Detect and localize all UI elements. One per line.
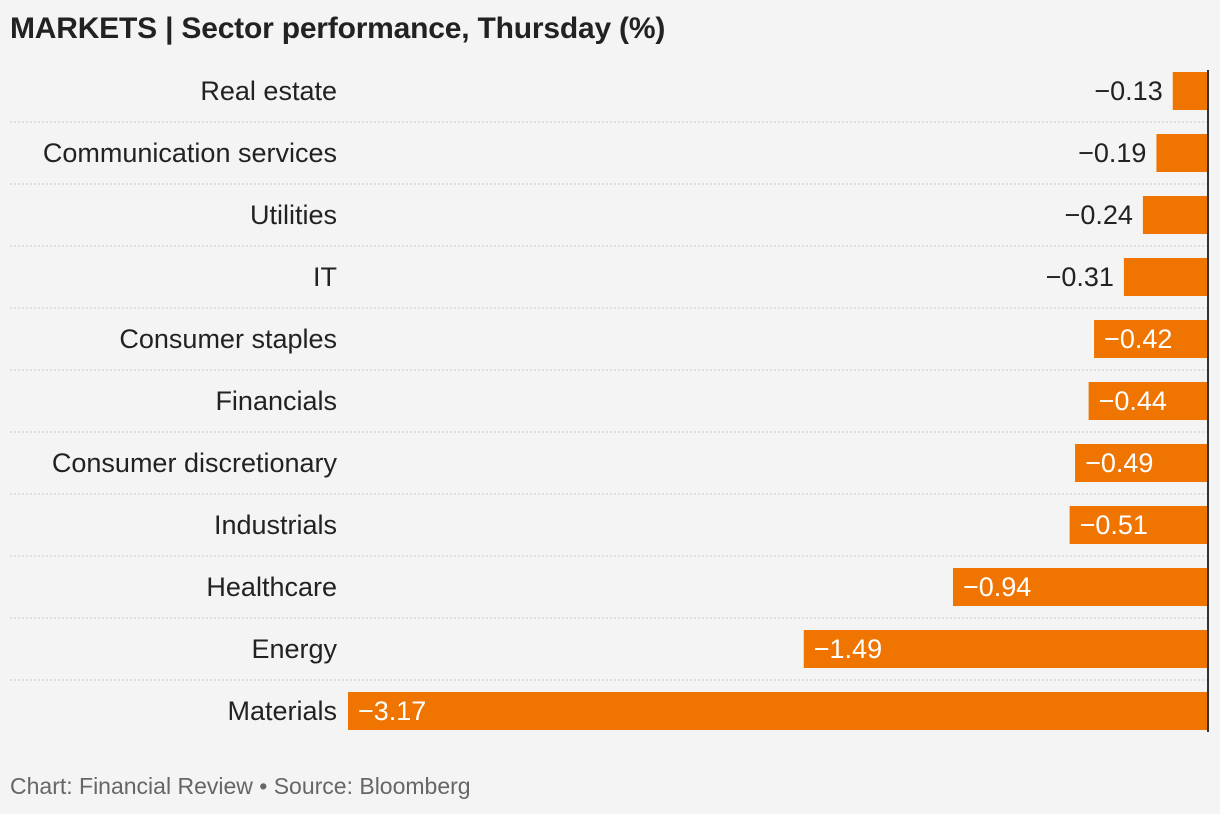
bar <box>803 630 1208 668</box>
category-label: Consumer staples <box>119 324 337 354</box>
category-label: Real estate <box>200 76 337 106</box>
category-label: Financials <box>215 386 337 416</box>
bar <box>1156 134 1208 172</box>
value-label: −1.49 <box>814 634 882 664</box>
chart-title: MARKETS | Sector performance, Thursday (… <box>10 12 666 45</box>
value-label: −0.44 <box>1099 386 1167 416</box>
category-label: Materials <box>227 696 337 726</box>
bar-chart: Real estate Communication services Utiliti… <box>10 70 1209 732</box>
bar <box>952 568 1208 606</box>
source-credit: Chart: Financial Review • Source: Bloomb… <box>10 773 471 799</box>
bar <box>1123 258 1208 296</box>
bar <box>348 692 1208 730</box>
category-label: IT <box>313 262 337 292</box>
category-label: Communication services <box>43 138 337 168</box>
value-label: −0.19 <box>1078 138 1146 168</box>
category-labels: Real estate Communication services Utiliti… <box>43 76 338 726</box>
value-label: −0.42 <box>1104 324 1172 354</box>
value-label: −0.94 <box>963 572 1031 602</box>
bar <box>1172 72 1208 110</box>
bar <box>1142 196 1208 234</box>
bar <box>1094 320 1208 358</box>
category-label: Utilities <box>250 200 337 230</box>
value-label: −0.49 <box>1085 448 1153 478</box>
bars <box>348 72 1208 730</box>
bar <box>1075 444 1208 482</box>
category-label: Energy <box>251 634 337 664</box>
bar <box>1069 506 1208 544</box>
value-label: −0.51 <box>1080 510 1148 540</box>
value-labels: −0.13 −0.19 −0.24 −0.31 −0.42 −0.44 −0.49 −0.51… <box>358 76 1172 726</box>
value-label: −3.17 <box>358 696 426 726</box>
value-label: −0.13 <box>1094 76 1162 106</box>
value-label: −0.24 <box>1065 200 1133 230</box>
category-label: Healthcare <box>206 572 337 602</box>
bar <box>1088 382 1208 420</box>
value-label: −0.31 <box>1046 262 1114 292</box>
category-label: Industrials <box>214 510 337 540</box>
category-label: Consumer discretionary <box>52 448 338 478</box>
